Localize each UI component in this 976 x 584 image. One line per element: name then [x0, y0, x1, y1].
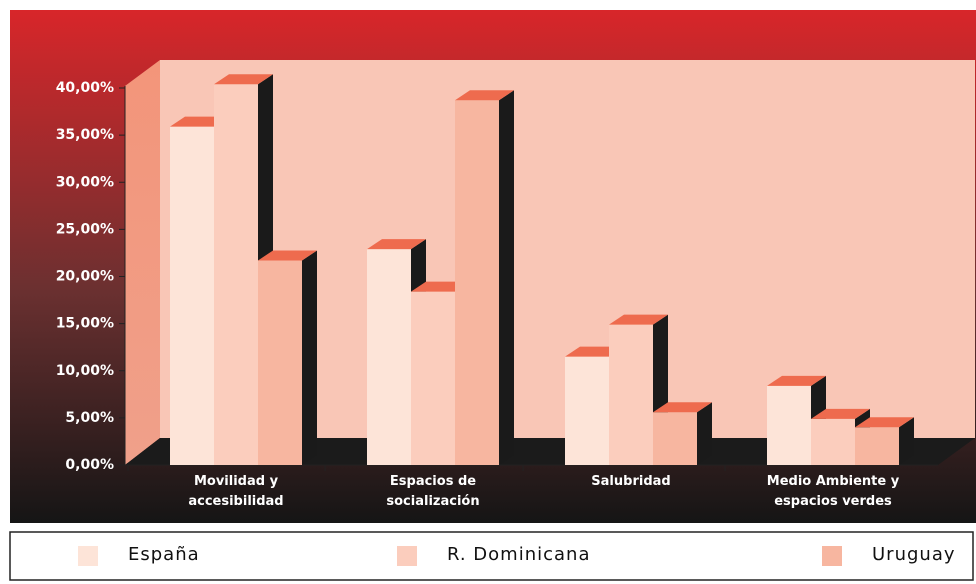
x-tick-label: Salubridad: [591, 474, 671, 489]
bar: [565, 356, 609, 465]
bar: [767, 385, 811, 465]
y-tick-label: 10,00%: [56, 363, 114, 379]
legend-label: R. Dominicana: [447, 544, 591, 565]
bar-top: [811, 408, 870, 419]
bar-top: [653, 402, 712, 413]
legend-swatch: [822, 546, 842, 566]
y-tick-label: 30,00%: [56, 174, 114, 190]
bar-top: [258, 250, 317, 261]
y-tick-label: 0,00%: [65, 457, 114, 473]
side-wall: [125, 60, 160, 465]
legend-swatch: [78, 546, 98, 566]
bar-top: [214, 74, 273, 85]
y-tick-label: 25,00%: [56, 221, 114, 237]
bar-side: [697, 402, 712, 465]
x-tick-label: Movilidad y accesibilidad: [188, 474, 284, 509]
bar: [455, 100, 499, 465]
bar-top: [455, 90, 514, 101]
y-tick-label: 15,00%: [56, 316, 114, 332]
legend-box: [9, 531, 974, 581]
bar: [411, 291, 455, 465]
y-tick-label: 40,00%: [56, 80, 114, 96]
bar-side: [499, 90, 514, 465]
bar-top: [609, 314, 668, 325]
bar: [170, 126, 214, 465]
legend-label: Uruguay: [872, 544, 956, 565]
bar-top: [855, 417, 914, 428]
bar-top: [767, 375, 826, 386]
bar-side: [899, 417, 914, 465]
bar: [653, 412, 697, 465]
bar: [214, 84, 258, 465]
bar: [258, 260, 302, 465]
y-tick-label: 35,00%: [56, 127, 114, 143]
y-tick-label: 5,00%: [65, 410, 114, 426]
x-tick-label: Medio Ambiente y espacios verdes: [766, 474, 900, 509]
floor: [125, 438, 975, 465]
back-wall: [160, 60, 975, 438]
y-tick-label: 20,00%: [56, 269, 114, 285]
legend-label: España: [128, 544, 200, 565]
legend-swatch: [397, 546, 417, 566]
bar: [367, 249, 411, 465]
bar: [609, 324, 653, 465]
x-tick-label: Espacios de socialización: [386, 474, 480, 509]
bar-top: [367, 239, 426, 250]
bar-side: [302, 250, 317, 465]
bar: [855, 427, 899, 465]
bar: [811, 418, 855, 465]
